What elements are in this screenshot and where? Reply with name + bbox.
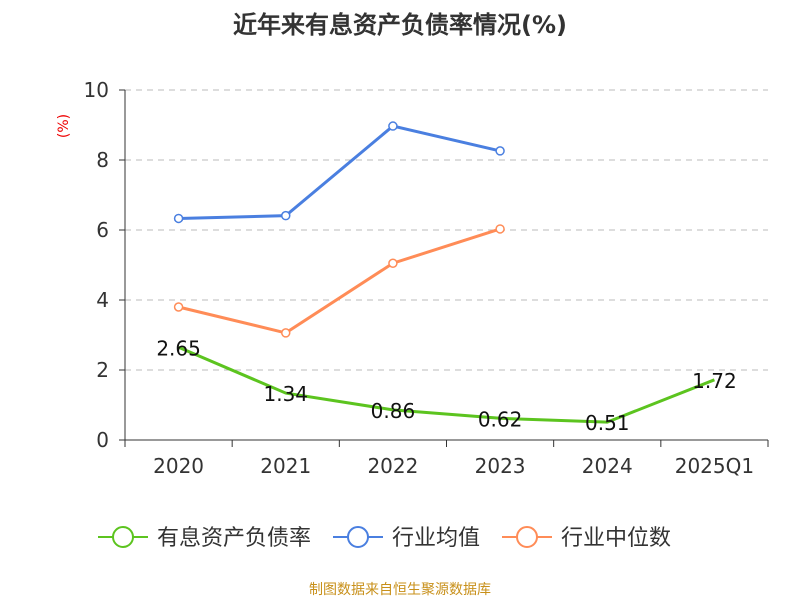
x-tick-label: 2025Q1 <box>675 454 754 478</box>
data-point <box>281 210 291 221</box>
data-point <box>173 213 184 224</box>
data-label: 0.51 <box>585 411 630 435</box>
data-point <box>495 146 505 156</box>
data-point <box>173 302 184 312</box>
data-point <box>495 224 505 234</box>
y-tick-label: 6 <box>96 218 109 242</box>
legend-marker <box>516 526 538 548</box>
y-tick-label: 10 <box>84 78 109 102</box>
series-line <box>178 227 501 335</box>
data-label: 1.72 <box>692 369 737 393</box>
x-tick-label: 2022 <box>367 454 418 478</box>
chart-title: 近年来有息资产负债率情况(%) <box>233 11 567 39</box>
y-tick-label: 4 <box>96 288 109 312</box>
legend-label: 有息资产负债率 <box>157 526 311 551</box>
legend-label: 行业均值 <box>392 526 480 551</box>
series-line <box>177 345 715 424</box>
y-axis-label: (%) <box>56 114 72 138</box>
legend-marker <box>112 526 134 548</box>
y-tick-label: 0 <box>96 428 109 452</box>
data-label: 1.34 <box>263 382 308 406</box>
data-label: 2.65 <box>156 336 201 360</box>
data-point <box>388 121 398 131</box>
data-label: 0.86 <box>371 399 416 423</box>
source-note: 制图数据来自恒生聚源数据库 <box>309 582 491 598</box>
legend-label: 行业中位数 <box>561 526 671 551</box>
data-point <box>281 328 291 338</box>
series-line <box>178 124 501 220</box>
y-tick-label: 8 <box>96 148 109 172</box>
x-tick-label: 2021 <box>260 454 311 478</box>
legend-marker <box>347 526 369 548</box>
x-tick-label: 2023 <box>475 454 526 478</box>
data-label: 0.62 <box>478 407 523 431</box>
data-point <box>388 258 398 268</box>
y-tick-label: 2 <box>96 358 109 382</box>
x-tick-label: 2024 <box>582 454 633 478</box>
x-tick-label: 2020 <box>153 454 204 478</box>
